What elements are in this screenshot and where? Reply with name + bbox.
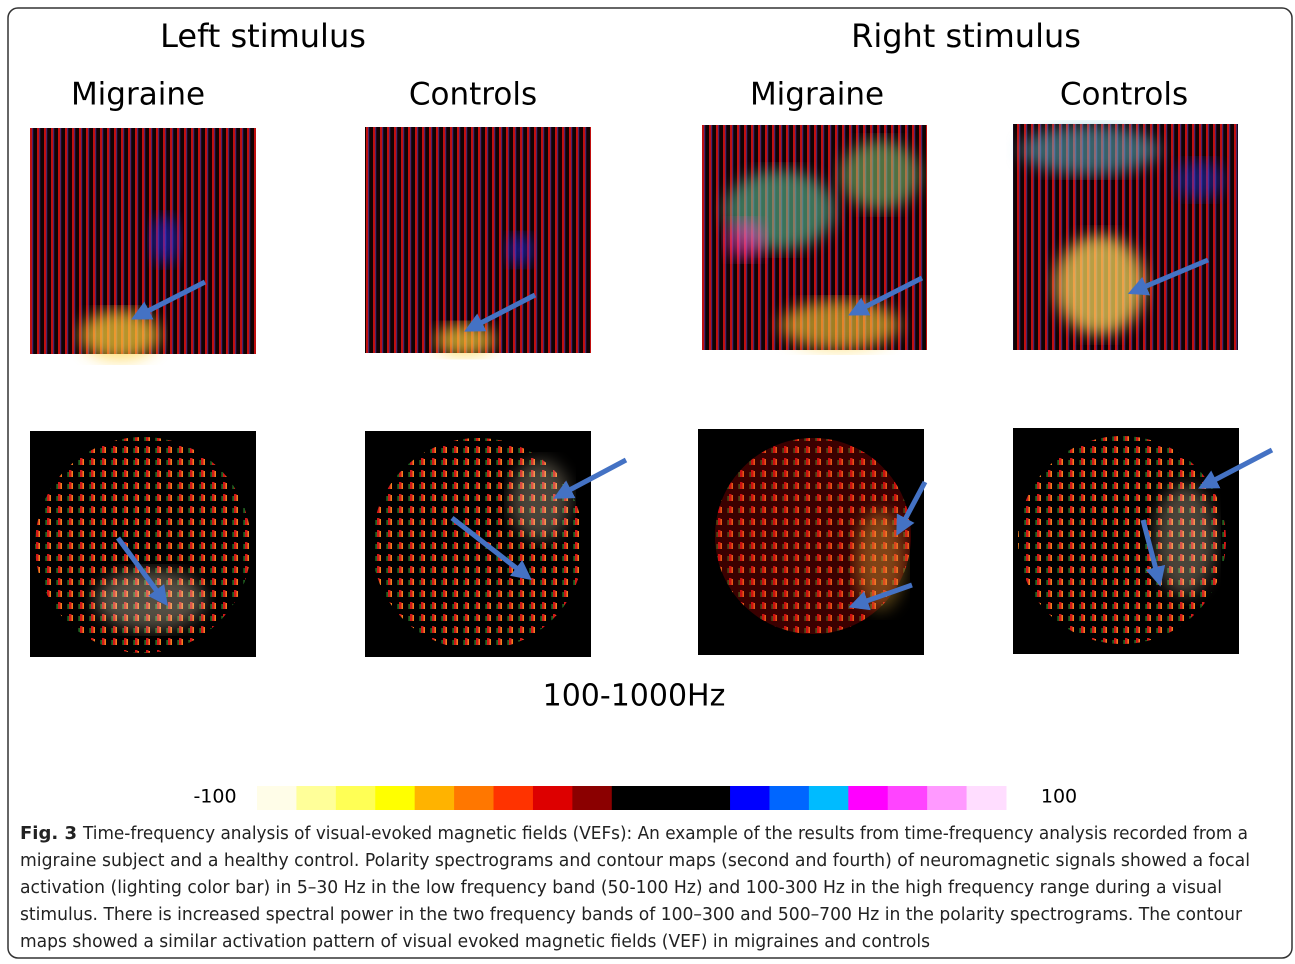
heading: Left stimulus [160, 17, 366, 55]
color-swatch [691, 786, 731, 810]
color-swatch [533, 786, 573, 810]
color-swatch [848, 786, 888, 810]
caption-line: maps showed a similar activation pattern… [20, 931, 930, 952]
color-swatch [651, 786, 691, 810]
color-swatch [612, 786, 652, 810]
color-swatch [336, 786, 376, 810]
color-swatch [494, 786, 534, 810]
spectrogram [30, 128, 256, 360]
contour-map [698, 429, 924, 655]
color-swatch [769, 786, 809, 810]
color-swatch [375, 786, 415, 810]
color-swatch [296, 786, 336, 810]
spectrogram [1013, 124, 1238, 350]
contour-map [1013, 428, 1239, 654]
color-swatch [809, 786, 849, 810]
band-label: 100-1000Hz [543, 679, 726, 714]
color-swatch [454, 786, 494, 810]
panel-label: Migraine [750, 77, 884, 113]
caption-line: Time-frequency analysis of visual-evoked… [82, 823, 1248, 844]
color-swatch [967, 786, 1007, 810]
color-bar [257, 786, 1007, 810]
caption-label: Fig. 3 [20, 823, 77, 844]
color-swatch [415, 786, 455, 810]
colorbar-max-label: 100 [1041, 786, 1077, 808]
caption-line: activation (lighting color bar) in 5–30 … [20, 877, 1222, 898]
color-swatch [730, 786, 770, 810]
color-swatch [888, 786, 928, 810]
figure: Left stimulus Right stimulus Migraine Co… [0, 0, 1295, 960]
color-swatch [257, 786, 297, 810]
color-swatch [572, 786, 612, 810]
contour-map [365, 431, 591, 657]
heading: Right stimulus [851, 17, 1081, 55]
caption-line: migraine subject and a healthy control. … [20, 850, 1250, 871]
colorbar-min-label: -100 [193, 786, 236, 808]
color-swatch [927, 786, 967, 810]
page: Left stimulus Right stimulus Migraine Co… [0, 0, 1295, 960]
panel-label: Migraine [71, 77, 205, 113]
caption-line: stimulus. There is increased spectral po… [20, 904, 1243, 925]
contour-map [30, 431, 256, 657]
panel-label: Controls [1060, 77, 1188, 113]
panel-label: Controls [409, 77, 537, 113]
spectrogram [702, 125, 927, 350]
